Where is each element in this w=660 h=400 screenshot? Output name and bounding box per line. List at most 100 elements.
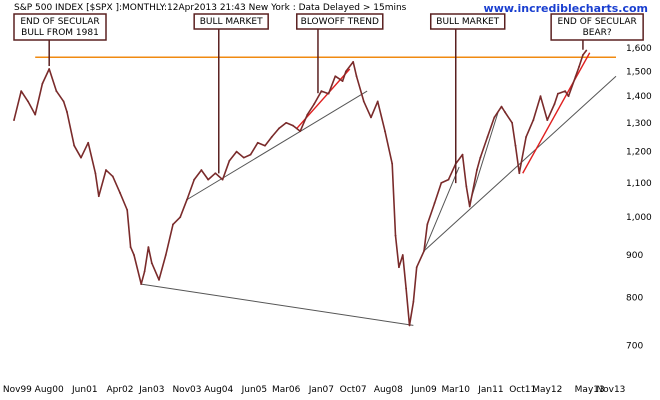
data-point: [447, 178, 450, 181]
data-point: [20, 90, 23, 93]
y-tick-label: 700: [626, 341, 643, 351]
data-point: [384, 130, 386, 133]
data-point: [585, 49, 588, 52]
annotation-box: [550, 13, 644, 41]
data-point: [235, 150, 238, 153]
y-tick-label: 1,000: [626, 213, 652, 223]
y-tick-label: 1,300: [626, 119, 652, 129]
annotation-label: BULL FROM 1981: [21, 28, 99, 38]
data-point: [415, 266, 418, 269]
data-point: [278, 127, 280, 130]
data-point: [186, 198, 188, 201]
data-point: [567, 95, 570, 98]
data-point: [87, 141, 90, 144]
trendline-7: [522, 52, 591, 174]
data-point: [394, 234, 397, 237]
data-point: [143, 270, 146, 273]
x-tick-label: Oct11: [509, 385, 536, 395]
annotation-2: BULL MARKET: [193, 13, 269, 174]
x-tick-label: Oct07: [340, 385, 367, 395]
data-point: [352, 61, 355, 63]
x-tick-label: Aug00: [35, 385, 64, 395]
data-point: [518, 172, 521, 175]
data-point: [214, 172, 217, 175]
data-point: [564, 90, 567, 93]
x-tick-label: Aug04: [204, 385, 233, 395]
annotation-3: BLOWOFF TREND: [296, 13, 384, 94]
trendline-5: [423, 166, 460, 252]
data-point: [270, 136, 273, 138]
data-point: [426, 223, 429, 226]
x-tick-label: Jan11: [477, 385, 503, 395]
series-line-1: [13, 50, 587, 327]
data-point: [500, 105, 503, 108]
data-point: [179, 216, 182, 219]
data-point: [264, 144, 266, 147]
data-point: [66, 111, 68, 113]
data-point: [13, 119, 15, 121]
data-point: [129, 246, 132, 249]
data-point: [285, 121, 288, 124]
y-tick-label: 900: [626, 251, 643, 261]
x-tick-label: Mar10: [442, 385, 471, 395]
data-point: [398, 266, 400, 269]
site-link[interactable]: www.incrediblecharts.com: [484, 2, 648, 15]
annotation-box: [429, 13, 506, 30]
data-point: [355, 75, 358, 78]
data-point: [327, 92, 330, 95]
x-tick-label: Mar06: [272, 385, 301, 395]
trendline-4: [423, 75, 617, 252]
x-tick-label: Jun05: [241, 385, 268, 395]
annotation-label: BULL MARKET: [436, 17, 499, 27]
data-point: [345, 70, 347, 73]
y-tick-label: 800: [626, 293, 643, 303]
data-point: [55, 90, 58, 93]
data-point: [376, 100, 379, 103]
data-point: [256, 141, 259, 144]
data-point: [578, 65, 581, 68]
annotation-box: [296, 13, 384, 30]
annotation-box: [13, 13, 107, 41]
data-point: [228, 159, 231, 162]
data-point: [493, 116, 496, 119]
x-axis: Nov99 Aug00 Jun01 Apr02 Jan03 Nov03 Aug04 Jun05…: [3, 385, 626, 395]
annotation-label: END OF SECULAR: [558, 17, 637, 27]
data-point: [73, 144, 76, 147]
x-tick-label: May12: [532, 385, 562, 395]
data-point: [391, 162, 394, 165]
x-tick-label: May13: [575, 385, 605, 395]
x-tick-label: Nov13: [596, 385, 625, 395]
data-point: [147, 246, 150, 249]
x-tick-label: Apr02: [106, 385, 133, 395]
y-axis: 700 800 900 1,000 1,100 1,200 1,300 1,400 1,500 1…: [626, 44, 652, 351]
data-point: [41, 82, 44, 85]
data-point: [158, 278, 160, 281]
data-point: [207, 178, 210, 181]
data-point: [299, 130, 302, 133]
data-point: [48, 68, 51, 70]
annotation-label: END OF SECULAR: [20, 17, 99, 27]
data-point: [140, 283, 143, 286]
chart-header: S&P 500 INDEX [$SPX ]:MONTHLY:12Apr2013 …: [14, 3, 407, 13]
data-point: [582, 54, 584, 56]
data-point: [553, 103, 556, 105]
data-point: [242, 156, 245, 159]
data-point: [249, 153, 252, 156]
data-point: [306, 113, 309, 116]
data-point: [341, 80, 344, 83]
annotation-4: BULL MARKET: [429, 13, 506, 184]
trendline-1: [141, 283, 414, 326]
data-point: [172, 223, 174, 226]
data-point: [97, 195, 100, 198]
data-point: [105, 169, 107, 171]
x-tick-label: Nov99: [3, 385, 32, 395]
y-tick-label: 1,600: [626, 44, 652, 54]
x-tick-label: Jun01: [71, 385, 98, 395]
data-point: [62, 100, 65, 103]
x-tick-label: Aug08: [374, 385, 403, 395]
data-point: [133, 254, 135, 256]
data-point: [126, 209, 129, 211]
